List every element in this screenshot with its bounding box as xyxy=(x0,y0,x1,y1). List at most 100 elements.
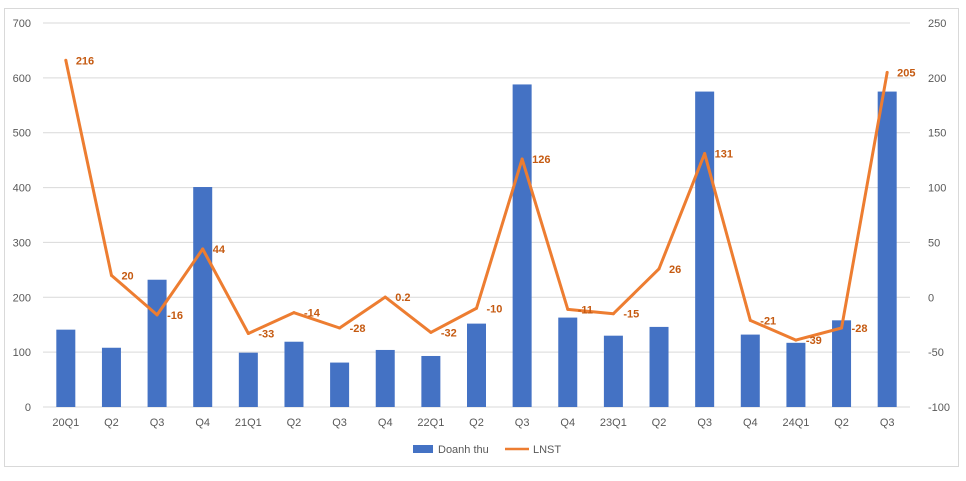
y-left-tick-label: 200 xyxy=(13,292,31,304)
y-right-tick-label: 150 xyxy=(928,128,946,140)
data-label-lnst: 26 xyxy=(669,264,681,276)
y-right-tick-label: 200 xyxy=(928,73,946,85)
x-tick-label: 23Q1 xyxy=(600,417,627,429)
line-series-lnst xyxy=(64,58,889,342)
data-label-lnst: -32 xyxy=(441,327,457,339)
bar-doanh-thu xyxy=(101,347,121,407)
x-tick-label: Q3 xyxy=(332,417,347,429)
axis-labels: 0 100 200 300 400 500 600 700 -100 -50 0 50 100 150 20… xyxy=(13,18,950,429)
bar-doanh-thu xyxy=(421,355,441,407)
data-label-lnst: -14 xyxy=(304,308,321,320)
y-left-tick-label: 700 xyxy=(13,18,31,30)
data-label-lnst: -11 xyxy=(578,304,593,316)
x-tick-label: Q3 xyxy=(880,417,895,429)
data-label-lnst: 216 xyxy=(76,55,94,67)
bar-doanh-thu xyxy=(512,84,532,407)
data-label-lnst: -15 xyxy=(623,309,639,321)
data-label-lnst: 0.2 xyxy=(395,292,410,304)
bar-doanh-thu xyxy=(467,323,486,407)
legend-label-doanh-thu: Doanh thu xyxy=(438,444,489,456)
x-tick-label: Q2 xyxy=(469,417,484,429)
x-tick-label: Q4 xyxy=(560,417,575,429)
chart-frame xyxy=(4,8,959,467)
bar-doanh-thu xyxy=(147,279,167,407)
x-tick-label: 22Q1 xyxy=(417,417,444,429)
y-right-tick-label: 100 xyxy=(928,183,946,195)
x-tick-label: Q3 xyxy=(697,417,712,429)
line-point-lnst xyxy=(155,313,159,317)
x-tick-label: Q3 xyxy=(515,417,530,429)
line-point-lnst xyxy=(748,318,752,322)
y-left-tick-label: 0 xyxy=(25,402,31,414)
data-label-lnst: 44 xyxy=(213,244,226,256)
bar-doanh-thu xyxy=(56,329,76,407)
bar-doanh-thu xyxy=(284,341,304,407)
x-tick-label: Q2 xyxy=(652,417,667,429)
y-right-tick-label: 250 xyxy=(928,18,946,30)
y-right-tick-label: -50 xyxy=(928,347,944,359)
line-point-lnst xyxy=(475,306,478,310)
line-point-lnst xyxy=(429,330,433,334)
line-point-lnst xyxy=(611,312,615,316)
data-label-lnst: 20 xyxy=(121,270,133,282)
data-label-lnst: -33 xyxy=(258,328,274,340)
data-labels: 216 20 -16 44 -33 -14 -28 0.2 -32 -10 126 -11 -15 26 1… xyxy=(76,55,916,347)
line-point-lnst xyxy=(109,273,113,277)
x-tick-label: 21Q1 xyxy=(235,417,262,429)
x-tick-label: Q2 xyxy=(104,417,119,429)
y-right-tick-label: -100 xyxy=(928,402,950,414)
line-point-lnst xyxy=(840,326,844,330)
line-point-lnst xyxy=(566,307,570,311)
x-tick-label: Q2 xyxy=(834,417,849,429)
x-tick-label: Q4 xyxy=(195,417,210,429)
data-label-lnst: 131 xyxy=(715,149,733,161)
y-left-tick-label: 300 xyxy=(13,237,31,249)
y-left-tick-label: 100 xyxy=(13,347,31,359)
line-point-lnst xyxy=(338,326,342,330)
data-label-lnst: 126 xyxy=(532,154,550,166)
y-left-tick-label: 400 xyxy=(13,183,31,195)
line-point-lnst xyxy=(201,247,205,251)
data-label-lnst: -28 xyxy=(350,323,366,335)
y-right-tick-label: 0 xyxy=(928,292,934,304)
line-point-lnst xyxy=(794,338,798,342)
x-tick-label: Q4 xyxy=(378,417,393,429)
bar-doanh-thu xyxy=(238,352,258,407)
data-label-lnst: -10 xyxy=(487,303,503,315)
x-tick-label: Q3 xyxy=(150,417,165,429)
line-point-lnst xyxy=(885,70,889,74)
line-lnst xyxy=(64,59,889,342)
y-left-tick-label: 600 xyxy=(13,73,31,85)
x-tick-label: Q4 xyxy=(743,417,758,429)
data-label-lnst: -39 xyxy=(806,335,822,347)
line-point-lnst xyxy=(383,295,387,299)
line-point-lnst xyxy=(520,157,524,161)
bar-doanh-thu xyxy=(330,362,350,407)
y-left-tick-label: 500 xyxy=(13,128,31,140)
x-tick-label: 20Q1 xyxy=(52,417,79,429)
line-point-lnst xyxy=(703,152,707,156)
y-right-tick-label: 50 xyxy=(928,237,940,249)
x-tick-label: 24Q1 xyxy=(782,417,809,429)
data-label-lnst: 205 xyxy=(897,67,915,79)
legend: Doanh thu LNST xyxy=(413,444,561,456)
bar-doanh-thu xyxy=(740,334,760,407)
line-point-lnst xyxy=(657,267,661,271)
bar-doanh-thu xyxy=(786,342,806,407)
legend-label-lnst: LNST xyxy=(533,444,561,456)
bar-doanh-thu xyxy=(603,335,623,407)
gridlines xyxy=(43,22,910,408)
line-point-lnst xyxy=(292,311,296,315)
bar-doanh-thu xyxy=(877,91,897,408)
data-label-lnst: -16 xyxy=(167,310,183,322)
bar-doanh-thu xyxy=(695,91,715,408)
line-point-lnst xyxy=(246,331,250,335)
bar-doanh-thu xyxy=(558,317,578,407)
bar-doanh-thu xyxy=(649,326,669,407)
bar-doanh-thu xyxy=(375,349,395,407)
bar-doanh-thu xyxy=(832,320,852,407)
line-point-lnst xyxy=(64,58,68,62)
data-label-lnst: -21 xyxy=(760,315,776,327)
bar-series-doanh-thu xyxy=(56,84,897,408)
